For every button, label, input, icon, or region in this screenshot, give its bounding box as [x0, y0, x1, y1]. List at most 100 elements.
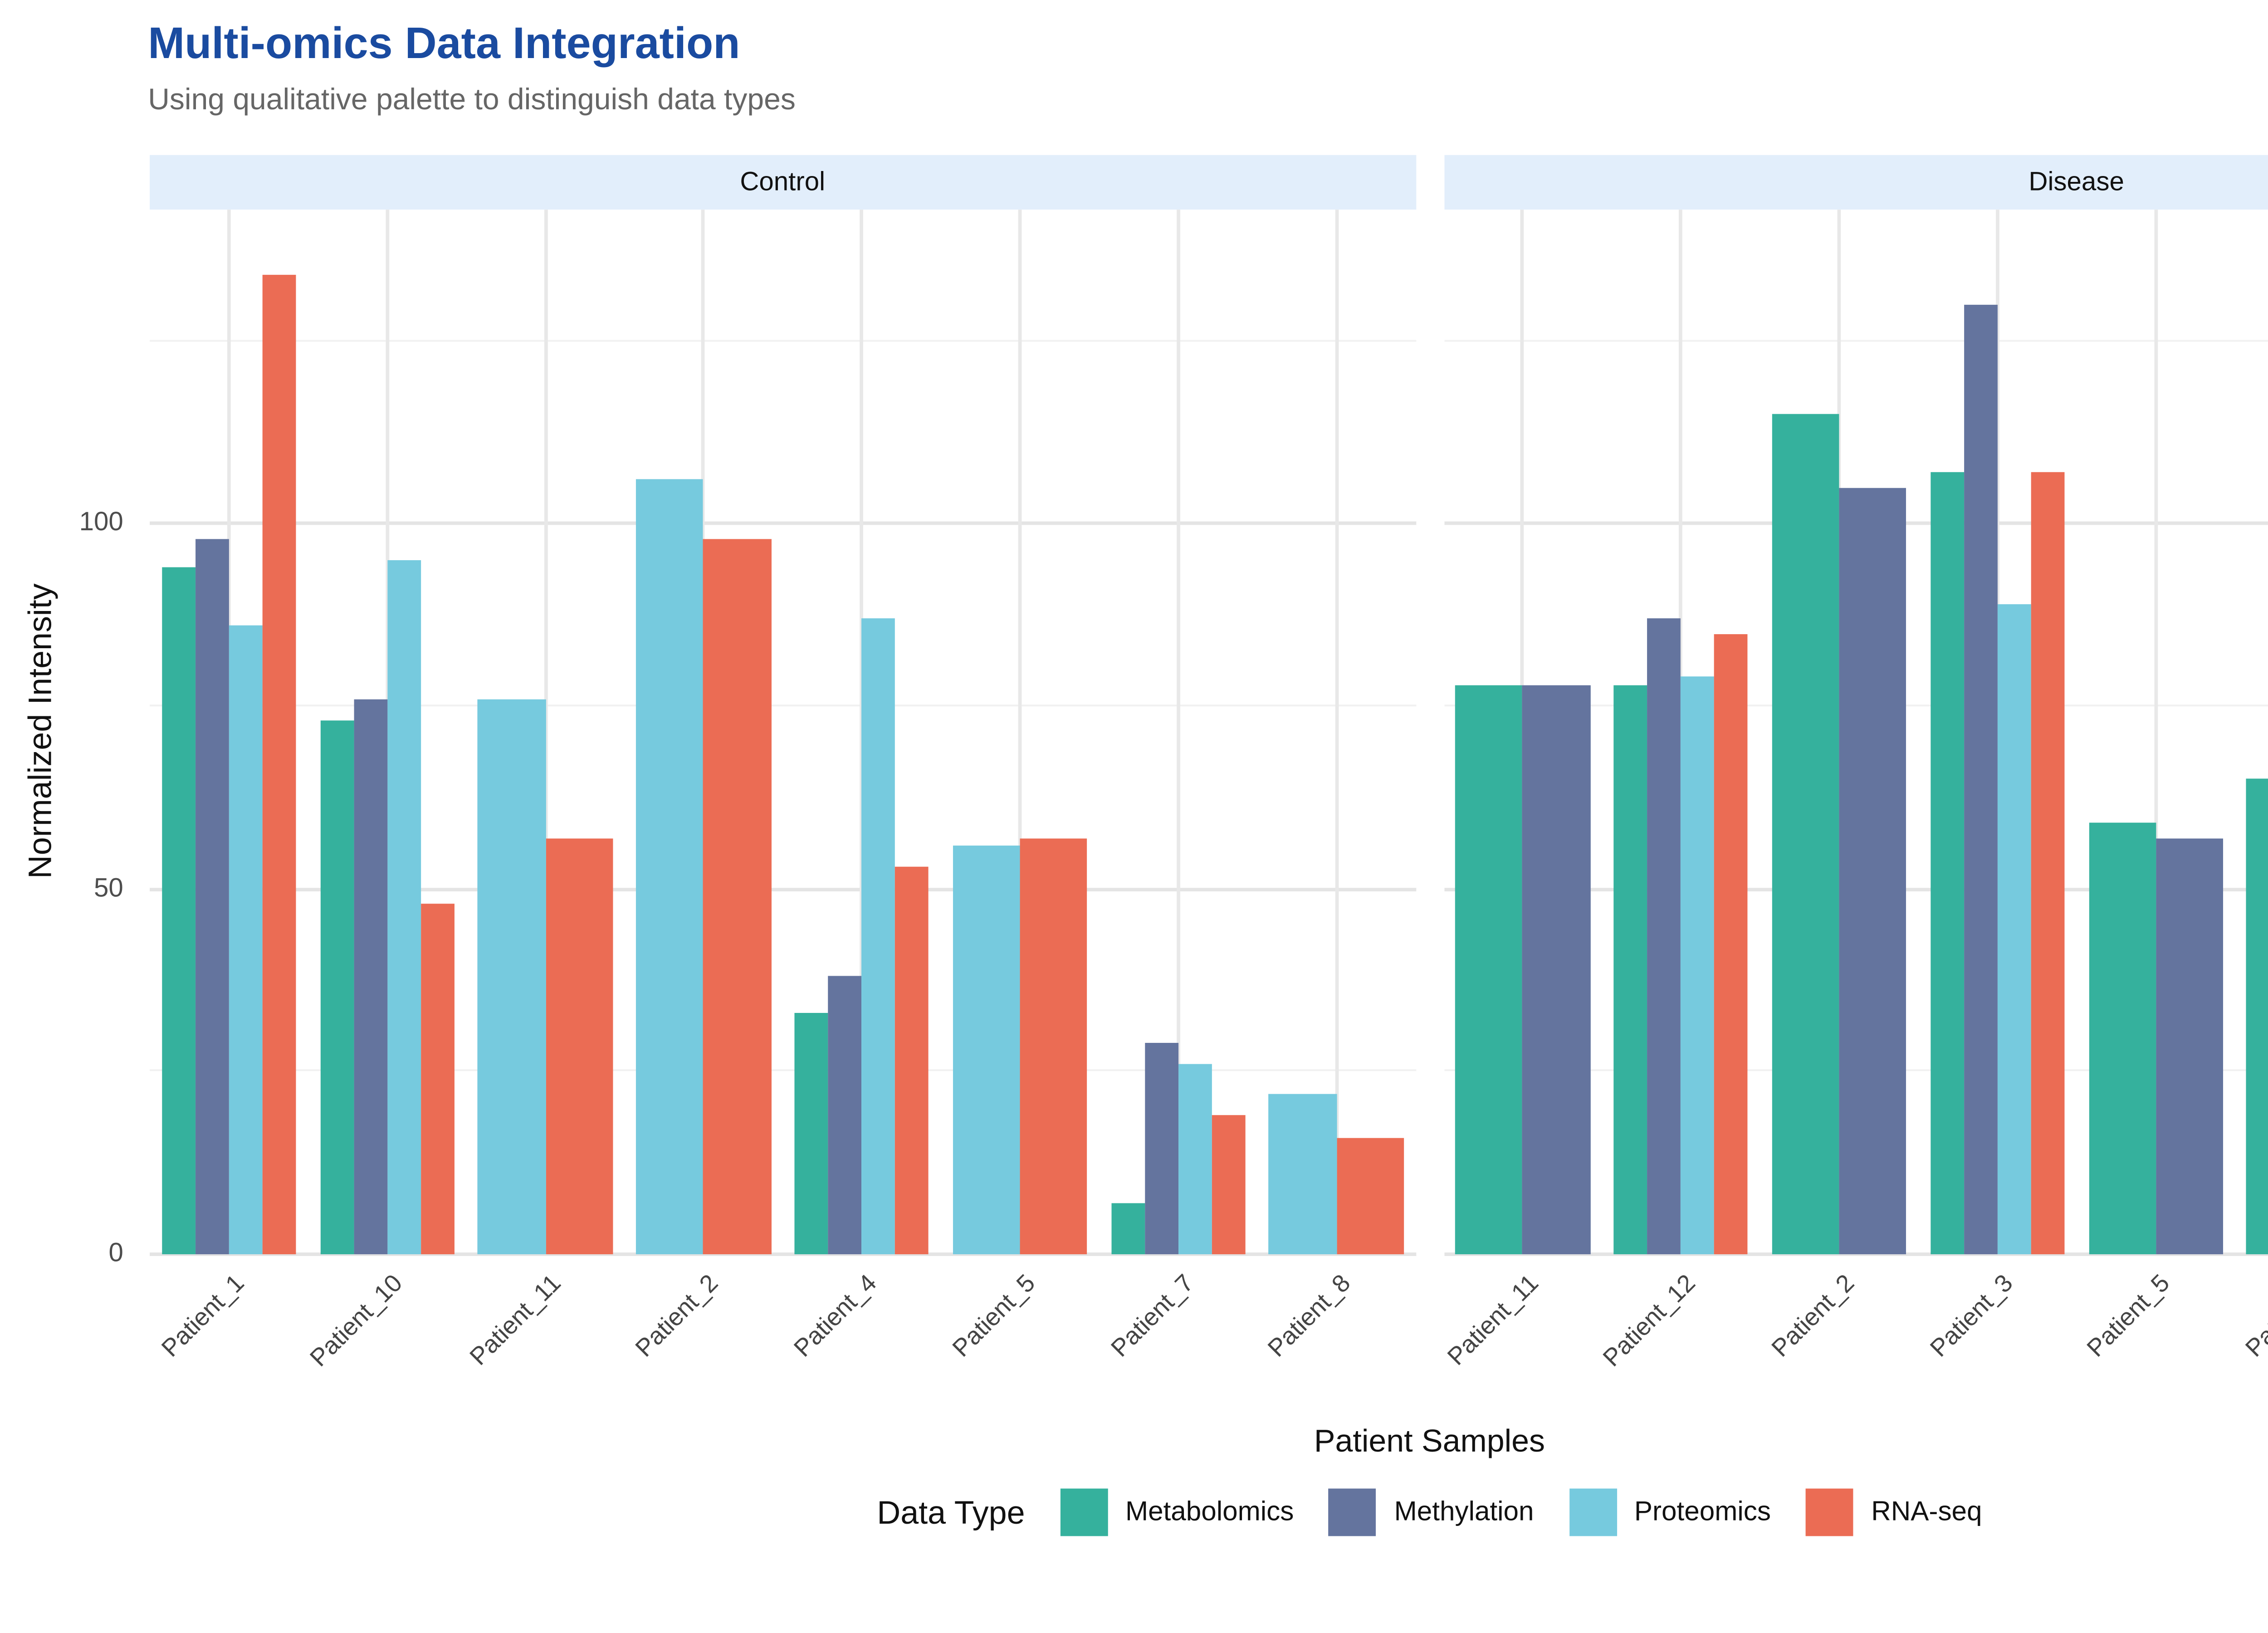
- x-tick-label: Patient_3: [1923, 1268, 2018, 1362]
- bar-group: [1602, 210, 1760, 1255]
- legend-item: RNA-seq: [1806, 1488, 1982, 1536]
- legend-item: Methylation: [1329, 1488, 1534, 1536]
- legend-label: Proteomics: [1634, 1496, 1771, 1527]
- bar-metabolomics: [161, 567, 196, 1255]
- minor-gridline: [150, 1070, 1416, 1072]
- bar-metabolomics: [2246, 779, 2268, 1255]
- minor-gridline: [150, 339, 1416, 342]
- vertical-gridline: [1018, 210, 1022, 1255]
- vertical-gridline: [1334, 210, 1338, 1255]
- legend-swatch: [1060, 1488, 1108, 1536]
- bar-methylation: [1522, 684, 1590, 1255]
- x-tick-label: Patient_5: [2082, 1268, 2176, 1362]
- bar-group: [1760, 210, 1918, 1255]
- legend-label: RNA-seq: [1871, 1496, 1982, 1527]
- legend-item: Proteomics: [1569, 1488, 1771, 1536]
- x-tick-label: Patient_12: [1597, 1268, 1701, 1372]
- x-tick-label: Patient_4: [788, 1268, 882, 1362]
- page-title: Multi-omics Data Integration: [148, 19, 740, 69]
- x-tick-label: Patient_8: [1262, 1268, 1356, 1362]
- bar-group: [1257, 210, 1416, 1255]
- major-gridline: [150, 887, 1416, 891]
- chart-header: Multi-omics Data Integration Using quali…: [0, 0, 2268, 118]
- legend-item: Metabolomics: [1060, 1488, 1294, 1536]
- x-axis-labels: Patient_1 Patient_10 Patient_11 Patient_2 Pa…: [150, 1254, 1415, 1416]
- bar-rna-seq: [1212, 1115, 1246, 1255]
- facet-strip: Control: [150, 155, 1416, 210]
- major-gridline: [150, 1252, 1416, 1256]
- bar-rna-seq: [420, 904, 455, 1255]
- plot-area: Normalized Intensity 0 50 100 Control Patien…: [21, 155, 2268, 1417]
- bar-methylation: [1964, 304, 1998, 1255]
- bar-rna-seq: [1336, 1137, 1404, 1255]
- bar-methylation: [1839, 487, 1906, 1255]
- bar-proteomics: [478, 699, 546, 1255]
- bar-methylation: [2156, 838, 2223, 1255]
- bar-methylation: [195, 538, 229, 1255]
- bar-group: [150, 210, 308, 1255]
- x-tick-label: Patient_7: [1104, 1268, 1198, 1362]
- x-axis-title: Patient Samples: [1314, 1423, 1545, 1459]
- bar-metabolomics: [1613, 684, 1647, 1255]
- bar-proteomics: [636, 480, 704, 1255]
- facet-disease: Disease Patient_11 Patient_12 Patient_2 Pati…: [1440, 155, 2268, 1417]
- vertical-gridline: [1176, 210, 1180, 1255]
- legend-swatch: [1569, 1488, 1617, 1536]
- y-tick-label: 100: [79, 508, 123, 538]
- bar-metabolomics: [1455, 684, 1523, 1255]
- bar-groups: [1444, 210, 2268, 1255]
- x-tick-label: Patient_11: [463, 1268, 566, 1371]
- major-gridline: [1443, 1252, 2268, 1256]
- vertical-gridline: [2154, 210, 2157, 1255]
- bar-metabolomics: [320, 721, 354, 1255]
- bar-rna-seq: [2031, 472, 2065, 1255]
- legend-label: Methylation: [1394, 1496, 1534, 1527]
- bar-metabolomics: [1772, 414, 1839, 1255]
- facet-control: Control Patient_1 Patient_10 Patient_11 Pati…: [150, 155, 1416, 1417]
- bar-group: [941, 210, 1099, 1255]
- x-axis-labels: Patient_11 Patient_12 Patient_2 Patient_3 Pa…: [1440, 1254, 2268, 1416]
- bar-proteomics: [1269, 1093, 1336, 1255]
- facet-strip: Disease: [1443, 155, 2268, 210]
- bar-proteomics: [861, 619, 895, 1255]
- bar-proteomics: [1997, 604, 2031, 1255]
- y-axis-title: Normalized Intensity: [21, 583, 59, 879]
- bar-rna-seq: [703, 538, 771, 1255]
- x-tick-label: Patient_6: [2240, 1268, 2268, 1362]
- bar-rna-seq: [1714, 633, 1748, 1255]
- bar-groups: [150, 210, 1416, 1255]
- bar-rna-seq: [262, 275, 296, 1255]
- x-tick-label: Patient_11: [1440, 1268, 1543, 1371]
- legend-swatch: [1806, 1488, 1854, 1536]
- legend-label: Metabolomics: [1125, 1496, 1294, 1527]
- bar-rna-seq: [545, 838, 613, 1255]
- bar-group: [624, 210, 782, 1255]
- x-tick-label: Patient_1: [155, 1268, 249, 1362]
- bar-rna-seq: [895, 867, 929, 1255]
- bar-group: [1918, 210, 2077, 1255]
- bar-proteomics: [387, 560, 421, 1255]
- bar-methylation: [1647, 619, 1681, 1255]
- y-tick-label: 0: [108, 1238, 123, 1269]
- legend: Data Type Metabolomics Methylation Proteom…: [150, 1488, 2268, 1536]
- y-tick-label: 50: [94, 873, 123, 903]
- bar-group: [2077, 210, 2235, 1255]
- minor-gridline: [1443, 339, 2268, 342]
- facet-panel: [1443, 210, 2268, 1256]
- bar-metabolomics: [2088, 823, 2156, 1255]
- bar-proteomics: [1681, 677, 1715, 1255]
- bar-metabolomics: [1930, 472, 1964, 1255]
- bar-group: [1444, 210, 1602, 1255]
- bar-methylation: [353, 699, 387, 1255]
- x-tick-label: Patient_5: [946, 1268, 1040, 1362]
- vertical-gridline: [1521, 210, 1525, 1255]
- x-tick-label: Patient_10: [303, 1268, 407, 1372]
- bar-proteomics: [1178, 1064, 1212, 1255]
- bar-metabolomics: [1111, 1203, 1145, 1255]
- bar-proteomics: [953, 845, 1020, 1255]
- major-gridline: [150, 522, 1416, 526]
- minor-gridline: [150, 704, 1416, 707]
- x-tick-label: Patient_2: [630, 1268, 723, 1362]
- bar-methylation: [828, 977, 862, 1255]
